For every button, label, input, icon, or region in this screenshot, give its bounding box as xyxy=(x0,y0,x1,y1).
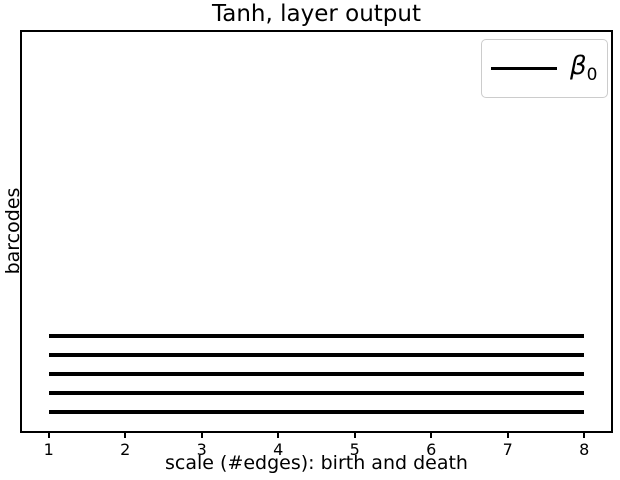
legend-line-swatch xyxy=(491,67,557,70)
x-tick-mark xyxy=(124,433,127,438)
x-tick-mark xyxy=(583,433,586,438)
x-tick-label: 3 xyxy=(196,440,207,459)
x-tick-label: 1 xyxy=(43,440,54,459)
barcode-line xyxy=(48,353,585,357)
barcode-line xyxy=(48,372,585,376)
barcode-line xyxy=(48,334,585,338)
x-tick-label: 8 xyxy=(579,440,590,459)
y-axis-label: barcodes xyxy=(2,187,24,275)
x-tick-label: 7 xyxy=(502,440,513,459)
legend-label-subscript: 0 xyxy=(586,65,598,85)
barcode-line xyxy=(48,410,585,414)
legend-label-symbol: β xyxy=(570,51,587,81)
x-tick-label: 4 xyxy=(273,440,284,459)
barcode-line xyxy=(48,391,585,395)
x-tick-mark xyxy=(200,433,203,438)
x-tick-label: 2 xyxy=(120,440,131,459)
x-tick-mark xyxy=(47,433,50,438)
x-tick-mark xyxy=(353,433,356,438)
legend-label: β0 xyxy=(570,53,597,84)
x-tick-mark xyxy=(277,433,280,438)
x-tick-label: 5 xyxy=(349,440,360,459)
chart-title: Tanh, layer output xyxy=(212,1,421,27)
legend: β0 xyxy=(481,39,608,98)
x-tick-mark xyxy=(430,433,433,438)
x-tick-label: 6 xyxy=(426,440,437,459)
x-tick-mark xyxy=(506,433,509,438)
x-axis-label: scale (#edges): birth and death xyxy=(165,452,468,474)
plot-area: β0 xyxy=(20,30,613,433)
